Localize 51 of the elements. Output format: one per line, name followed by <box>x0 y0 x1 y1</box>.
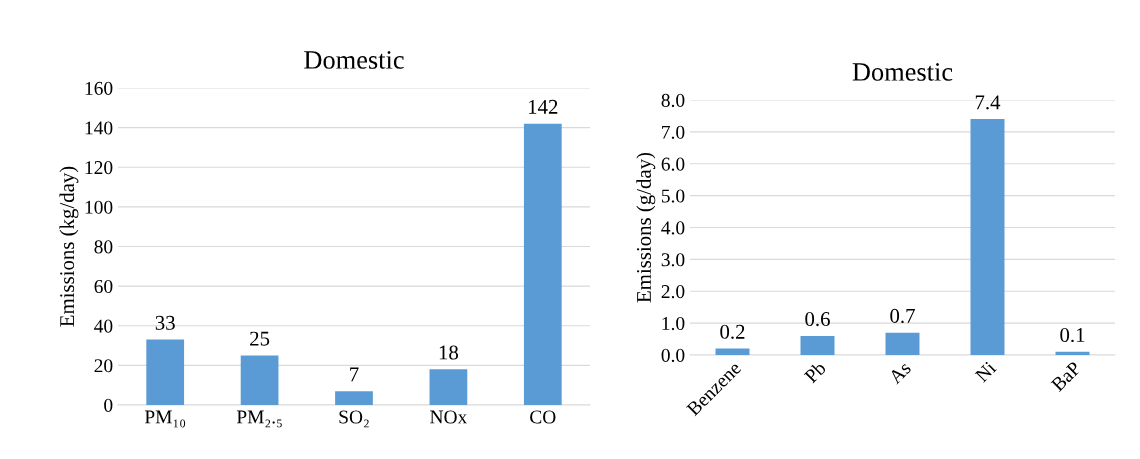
y-tick-label: 5.0 <box>661 189 685 203</box>
y-tick-label: 0.0 <box>661 348 685 363</box>
data-label: 0.7 <box>890 308 915 323</box>
bar <box>800 335 835 355</box>
x-tick-label: NOx <box>430 410 468 424</box>
bar <box>146 339 185 405</box>
y-tick-label: 0 <box>104 398 113 412</box>
y-tick-label: 4.0 <box>661 221 685 235</box>
data-label: 18 <box>439 345 459 360</box>
y-tick-label: 6.0 <box>661 157 685 171</box>
data-label: 0.2 <box>720 324 745 339</box>
data-label: 0.6 <box>805 312 830 327</box>
y-tick-label: 1.0 <box>662 316 685 331</box>
x-tick-label: CO <box>530 410 556 424</box>
chart-title: Domestic <box>304 51 404 69</box>
x-tick-label: PM₁₀ <box>144 410 186 428</box>
y-axis-title: Emissions (kg/day) <box>59 166 79 327</box>
y-tick-label: 80 <box>94 240 113 254</box>
data-label: 7.4 <box>975 95 1001 110</box>
data-label: 7 <box>350 367 359 382</box>
y-tick-label: 140 <box>85 121 113 135</box>
y-tick-label: 100 <box>85 200 113 214</box>
data-label: 0.1 <box>1060 327 1085 343</box>
y-tick-label: 2.0 <box>661 285 685 299</box>
bar <box>523 123 562 405</box>
y-tick-label: 8.0 <box>661 93 685 108</box>
chart-title: Domestic <box>852 63 953 81</box>
x-tick-label: BaP <box>1050 360 1082 393</box>
x-tick-label: As <box>887 360 912 385</box>
y-tick-label: 60 <box>94 279 113 294</box>
data-label: 142 <box>529 99 558 114</box>
bar <box>970 119 1005 355</box>
x-tick-label: SO₂ <box>339 410 369 428</box>
y-tick-label: 160 <box>85 81 113 95</box>
bar <box>335 391 373 405</box>
y-tick-label: 7.0 <box>662 125 685 139</box>
data-label: 33 <box>155 315 175 330</box>
bar <box>240 355 279 405</box>
y-tick-label: 3.0 <box>661 253 685 267</box>
bar <box>885 332 920 355</box>
y-tick-label: 120 <box>85 161 113 175</box>
y-tick-label: 40 <box>94 319 113 333</box>
x-tick-label: Pb <box>803 360 827 384</box>
x-tick-label: PM₂.₅ <box>236 410 282 428</box>
x-tick-label: Ni <box>974 360 997 383</box>
data-label: 25 <box>250 331 270 346</box>
y-axis-title: Emissions (g/day) <box>636 152 656 303</box>
bar <box>1055 351 1090 355</box>
bar <box>429 369 468 405</box>
y-tick-label: 20 <box>94 359 113 373</box>
bar <box>715 348 750 355</box>
